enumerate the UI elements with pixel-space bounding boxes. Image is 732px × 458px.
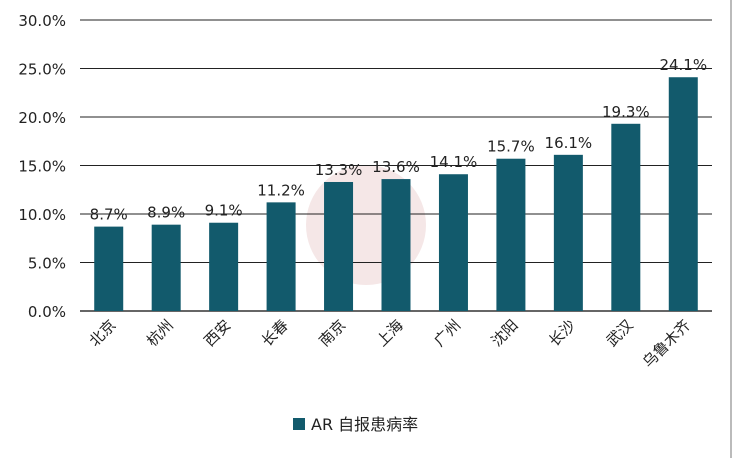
data-label: 16.1%	[545, 134, 593, 152]
data-label: 24.1%	[659, 56, 707, 74]
bar	[553, 154, 583, 311]
bar	[151, 224, 181, 311]
data-label: 9.1%	[205, 202, 243, 220]
data-label: 8.9%	[147, 204, 185, 222]
y-tick-label: 20.0%	[18, 109, 66, 127]
y-tick-label: 10.0%	[18, 206, 66, 224]
y-tick-label: 25.0%	[18, 61, 66, 79]
bar	[496, 158, 526, 311]
data-label: 15.7%	[487, 138, 535, 156]
legend-swatch	[293, 418, 305, 430]
data-label: 13.3%	[315, 161, 363, 179]
y-tick-label: 0.0%	[28, 303, 66, 321]
bar	[438, 174, 468, 311]
bar	[381, 179, 411, 311]
x-tick-label: 上海	[373, 316, 407, 350]
x-tick-label: 北京	[86, 316, 120, 350]
x-tick-label: 长沙	[545, 316, 579, 350]
x-tick-label: 乌鲁木齐	[639, 316, 694, 371]
x-tick-label: 沈阳	[488, 316, 522, 350]
data-label: 11.2%	[257, 181, 305, 199]
x-tick-label: 广州	[430, 316, 464, 350]
data-label: 19.3%	[602, 103, 650, 121]
legend-label: AR 自报患病率	[311, 415, 418, 434]
y-tick-label: 5.0%	[28, 255, 66, 273]
x-tick-label: 杭州	[143, 316, 177, 350]
bar	[324, 181, 354, 311]
bar	[94, 226, 124, 311]
bar	[266, 202, 296, 311]
y-tick-label: 15.0%	[18, 158, 66, 176]
x-tick-label: 南京	[315, 316, 349, 350]
bar	[668, 77, 698, 311]
x-tick-label: 武汉	[603, 316, 637, 350]
bar	[209, 222, 239, 311]
x-tick-label: 西安	[201, 316, 235, 350]
bar	[611, 123, 641, 311]
y-tick-label: 30.0%	[18, 12, 66, 30]
data-label: 14.1%	[430, 153, 478, 171]
x-tick-label: 长春	[258, 316, 292, 350]
data-label: 13.6%	[372, 158, 420, 176]
data-label: 8.7%	[90, 206, 128, 224]
